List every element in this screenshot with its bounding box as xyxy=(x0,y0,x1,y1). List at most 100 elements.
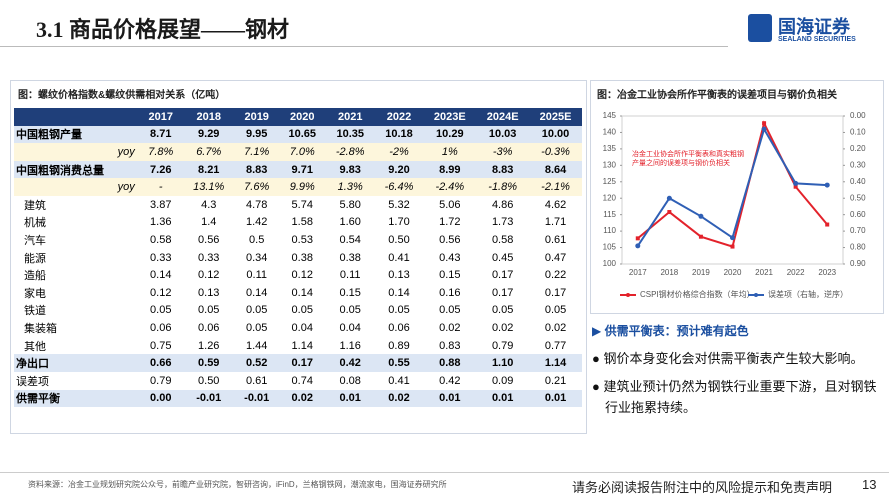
table-cell: 0.05 xyxy=(198,304,220,317)
table-cell: -3% xyxy=(492,145,513,158)
table-cell: 0.05 xyxy=(245,304,268,317)
table-cell: 0.12 xyxy=(291,269,313,282)
table-cell: 5.80 xyxy=(339,198,361,211)
table-cell: 0.17 xyxy=(491,269,514,282)
table-cell: 0.79 xyxy=(491,339,514,352)
table-cell: 1.42 xyxy=(245,216,268,229)
table-cell: 1.44 xyxy=(245,339,268,352)
table-row: 其他 0.75 1.26 1.44 1.14 1.16 0.89 0.83 0.79 0.77 xyxy=(14,336,582,355)
table-cell: 10.00 xyxy=(541,128,570,141)
table-cell: 8.83 xyxy=(245,163,268,176)
y-tick-label: 145 xyxy=(603,111,617,120)
table-cell: 4.62 xyxy=(544,198,567,211)
y-tick-label: 140 xyxy=(603,128,617,137)
table-cell: 0.15 xyxy=(339,286,361,299)
table-cell: 1.60 xyxy=(339,216,361,229)
row-label: 建筑 xyxy=(24,199,46,212)
series-line xyxy=(636,126,828,247)
y-tick-label: 105 xyxy=(603,243,617,252)
table-cell: 0.04 xyxy=(339,321,361,334)
table-cell: 0.12 xyxy=(198,269,220,282)
table-row: 铁道 0.05 0.05 0.05 0.05 0.05 0.05 0.05 0.05 0.05 xyxy=(14,301,582,320)
table-row: 机械 1.36 1.4 1.42 1.58 1.60 1.70 1.72 1.73 1.71 xyxy=(14,213,582,232)
table-cell: 0.66 xyxy=(150,357,172,370)
table-cell: 0.38 xyxy=(339,251,361,264)
table-cell: 0.17 xyxy=(544,286,567,299)
legend-label: CSPI钢材价格综合指数（年均） xyxy=(640,289,755,299)
table-row: 汽车 0.58 0.56 0.5 0.53 0.54 0.50 0.56 0.58 0.61 xyxy=(14,231,582,249)
table-cell: 5.74 xyxy=(291,198,313,211)
data-table: 2017 2018 2019 2020 2021 2022 2023E 2024E 2025E 中… xyxy=(14,108,582,408)
header-cell: 2018 xyxy=(182,108,235,126)
table-row: 能源 0.33 0.33 0.34 0.38 0.38 0.41 0.43 0.45 0.47 xyxy=(14,248,582,267)
table-cell: 1.3% xyxy=(337,181,363,194)
table-cell: 0.45 xyxy=(491,251,514,264)
row-label: 铁道 xyxy=(24,305,46,318)
table-row: yoy - 13.1% 7.6% 9.9% 1.3% -6.4% -2.4% -1.8% -2.1… xyxy=(14,178,582,196)
footer-rule xyxy=(0,472,889,473)
y-tick-label: 125 xyxy=(603,177,617,186)
y2-tick-label: 0.90 xyxy=(850,259,866,268)
table-cell: 0.17 xyxy=(491,286,514,299)
row-label: 中国粗钢消费总量 xyxy=(16,164,104,177)
table-cell: 0.01 xyxy=(439,392,461,405)
table-row: 家电 0.12 0.13 0.14 0.14 0.15 0.14 0.16 0.17 0.17 xyxy=(14,283,582,302)
table-cell: 0.05 xyxy=(439,304,461,317)
table-cell: 8.64 xyxy=(544,163,567,176)
point-marker xyxy=(762,121,767,126)
table-cell: 1.26 xyxy=(198,339,220,352)
table-cell: 0.43 xyxy=(439,251,461,264)
table-cell: -0.01 xyxy=(196,392,222,405)
table-cell: 0.88 xyxy=(439,357,461,370)
table-row: 中国粗钢消费总量 7.26 8.21 8.83 9.71 9.83 9.20 8.99 8.83… xyxy=(14,160,582,179)
header-cell: 2022 xyxy=(374,108,424,126)
table-row: 供需平衡 0.00 -0.01 -0.01 0.02 0.01 0.02 0.01 0.01 0.… xyxy=(14,389,582,408)
table-cell: 0.12 xyxy=(150,286,172,299)
table-cell: 7.26 xyxy=(150,163,172,176)
table-cell: 0.58 xyxy=(491,233,514,246)
title-rule xyxy=(0,46,728,47)
header-cell: 2023E xyxy=(423,108,477,126)
y-tick-label: 120 xyxy=(603,193,617,202)
table-cell: 7.1% xyxy=(244,145,270,158)
table-cell: 0.01 xyxy=(544,392,567,405)
header-row: 2017 2018 2019 2020 2021 2022 2023E 2024E 2025E xyxy=(14,108,582,126)
row-label: yoy xyxy=(117,181,135,194)
table-cell: 0.83 xyxy=(439,339,461,352)
table-cell: 0.05 xyxy=(544,304,567,317)
row-label: 能源 xyxy=(24,252,46,265)
table-cell: 1.72 xyxy=(439,216,461,229)
row-label: 汽车 xyxy=(24,234,46,247)
table-cell: 10.65 xyxy=(288,128,316,141)
y-tick-label: 100 xyxy=(603,259,617,268)
legend-label: 误差项（右轴，逆序） xyxy=(768,289,848,299)
table-cell: 0.13 xyxy=(388,269,410,282)
table-cell: -2.4% xyxy=(435,181,465,194)
point-marker xyxy=(730,235,735,241)
y2-tick-label: 0.20 xyxy=(850,144,866,153)
table-cell: 0.15 xyxy=(439,269,461,282)
header-cell: 2020 xyxy=(278,108,326,126)
table-cell: 0.01 xyxy=(339,392,361,405)
table-cell: 0.33 xyxy=(150,251,172,264)
table-cell: 1% xyxy=(441,145,458,158)
row-label: 误差项 xyxy=(16,375,49,388)
table-cell: 1.36 xyxy=(150,216,172,229)
table-cell: 0.34 xyxy=(245,251,268,264)
y-tick-label: 110 xyxy=(603,226,616,235)
table-cell: -2.1% xyxy=(541,181,570,194)
header-cell: 2021 xyxy=(325,108,375,126)
row-label: 供需平衡 xyxy=(16,393,60,406)
y2-tick-label: 0.30 xyxy=(850,160,866,169)
table-cell: -1.8% xyxy=(488,181,518,194)
table-row: 建筑 3.87 4.3 4.78 5.74 5.80 5.32 5.06 4.86 4.62 xyxy=(14,195,582,214)
table-cell: 10.29 xyxy=(436,128,464,141)
page-number: 13 xyxy=(862,477,877,492)
table-cell: 0.05 xyxy=(150,304,172,317)
table-cell: 5.32 xyxy=(388,198,410,211)
table-cell: 0.41 xyxy=(388,251,410,264)
table-cell: 0.02 xyxy=(388,392,410,405)
table-cell: 7.6% xyxy=(244,181,270,194)
